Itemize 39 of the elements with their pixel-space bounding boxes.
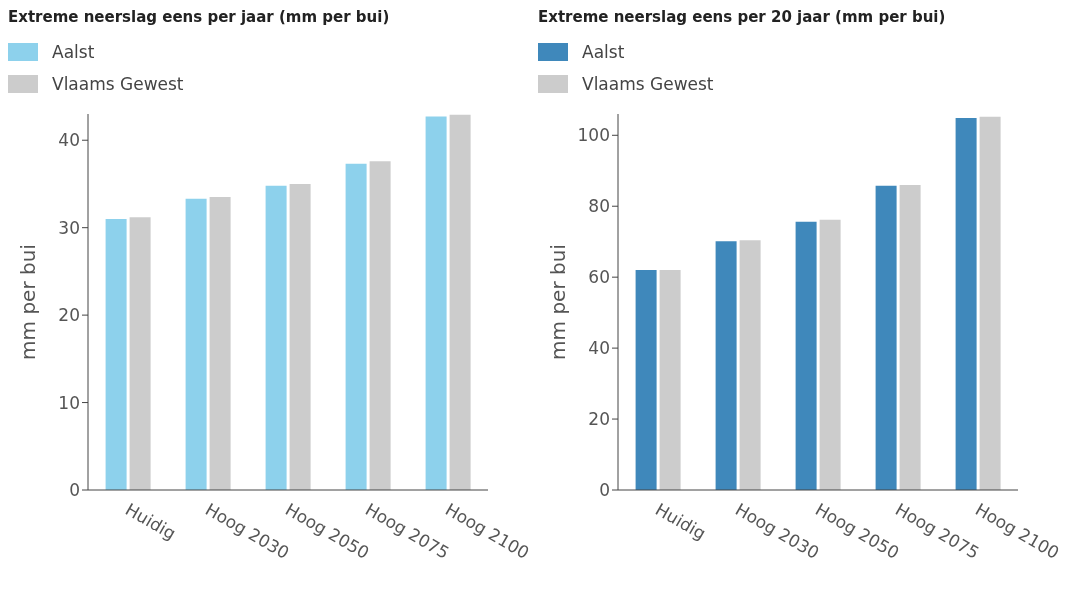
y-tick-label: 10 xyxy=(58,392,80,413)
y-tick-label: 40 xyxy=(58,130,80,151)
y-axis-title: mm per bui xyxy=(546,244,571,360)
bar xyxy=(369,161,391,490)
chart-title: Extreme neerslag eens per 20 jaar (mm per bui) xyxy=(538,8,947,28)
bar xyxy=(265,185,287,490)
bar xyxy=(635,270,657,490)
bar xyxy=(449,114,471,490)
legend-label: Vlaams Gewest xyxy=(581,73,715,96)
bar xyxy=(899,184,921,490)
bar xyxy=(659,270,681,490)
y-tick-label: 20 xyxy=(588,409,610,430)
bar xyxy=(105,218,127,490)
bar xyxy=(715,241,737,490)
y-tick-label: 80 xyxy=(588,196,610,217)
y-axis-title: mm per bui xyxy=(16,244,41,360)
y-tick-label: 0 xyxy=(599,480,610,501)
bar xyxy=(795,221,817,490)
y-tick-label: 100 xyxy=(577,125,610,146)
bar xyxy=(819,219,841,490)
y-tick-label: 40 xyxy=(588,338,610,359)
bar xyxy=(209,197,231,490)
legend-label: Aalst xyxy=(581,41,626,64)
bar xyxy=(875,185,897,490)
bar xyxy=(185,198,207,490)
y-tick-label: 20 xyxy=(58,305,80,326)
bar xyxy=(129,217,151,490)
bar xyxy=(739,240,761,490)
legend-label: Vlaams Gewest xyxy=(51,73,185,96)
y-tick-label: 30 xyxy=(58,217,80,238)
bar xyxy=(345,163,367,490)
bar xyxy=(289,183,311,490)
bar xyxy=(955,117,977,490)
y-tick-label: 60 xyxy=(588,267,610,288)
chart-title: Extreme neerslag eens per jaar (mm per bui) xyxy=(8,8,391,28)
y-tick-label: 0 xyxy=(69,480,80,501)
legend-label: Aalst xyxy=(51,41,96,64)
bar xyxy=(979,116,1001,490)
bar xyxy=(425,116,447,490)
